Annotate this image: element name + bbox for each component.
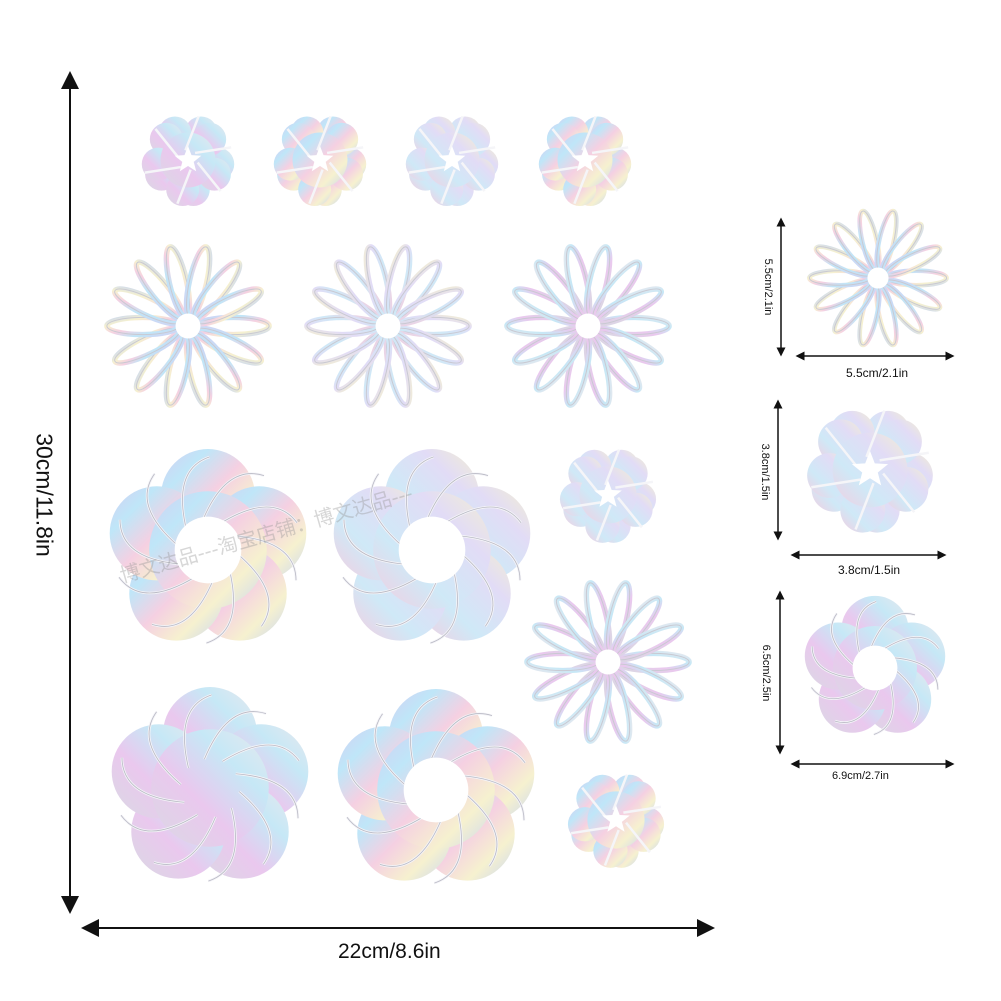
dimension-arrows [61,71,955,937]
round-flower-sticker [333,449,531,645]
daisy-sticker [104,244,272,408]
daisy-sticker [807,208,949,348]
heart-flower-sticker [141,115,235,207]
round-flower-sticker [337,689,535,885]
daisy-width-label: 5.5cm/2.1in [846,366,909,380]
heart-flower-sticker [538,115,632,207]
heart-flower-sticker [273,115,367,207]
heart-flower-sticker [567,774,665,868]
round-flower-sticker [111,687,309,883]
daisy-sticker [304,244,472,408]
heart-flower-sticker [807,410,933,533]
round-flower-sticker [109,449,307,645]
heart-flower-width-label: 3.8cm/1.5in [838,563,901,577]
round-flower-height-label: 6.5cm/2.5in [760,644,772,702]
daisy-height-label: 5.5cm/2.1in [762,258,774,316]
stickers-layer [104,115,949,885]
round-flower-sticker [804,595,946,736]
overall-height-label: 30cm/11.8in [31,433,58,557]
heart-flower-height-label: 3.8cm/1.5in [759,443,771,501]
overall-width-label: 22cm/8.6in [338,940,441,963]
daisy-sticker [504,244,672,408]
daisy-sticker [524,580,692,744]
heart-flower-sticker [405,115,499,207]
heart-flower-sticker [559,449,657,543]
round-flower-width-label: 6.9cm/2.7in [832,770,889,782]
